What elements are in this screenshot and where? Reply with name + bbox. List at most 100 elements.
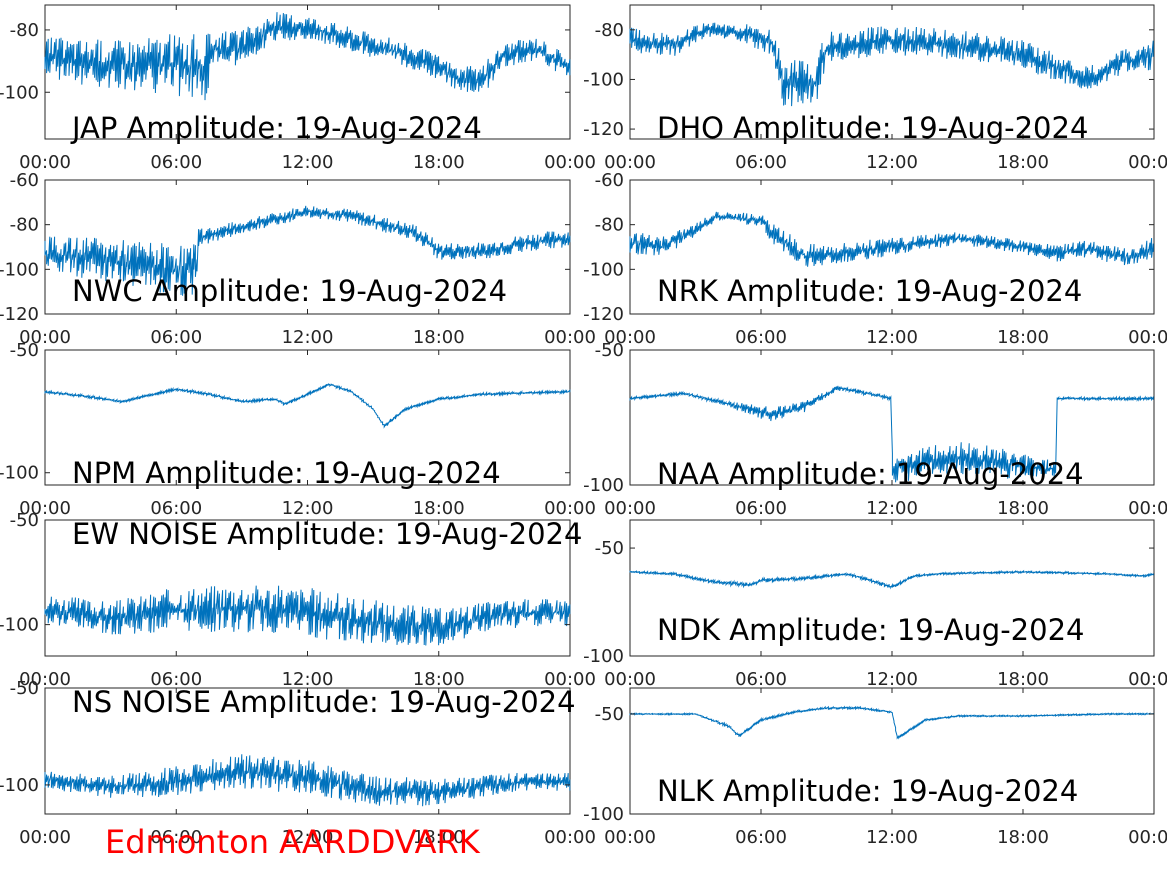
x-tick-label: 18:00: [997, 669, 1049, 690]
y-tick-label: -50: [10, 510, 39, 531]
x-tick-label: 06:00: [735, 498, 787, 519]
footer-label: Edmonton AARDDVARK: [105, 823, 481, 861]
panel-title: NLK Amplitude: 19-Aug-2024: [657, 774, 1078, 808]
y-tick-label: -50: [10, 678, 39, 699]
series-line: [629, 211, 1154, 267]
plot-frame: [629, 519, 1155, 657]
y-tick-label: -100: [0, 615, 39, 636]
x-tick-label: 18:00: [413, 327, 465, 348]
x-tick-label: 18:00: [997, 327, 1049, 348]
y-tick-label: -60: [595, 170, 624, 191]
plot-frame: [44, 349, 571, 486]
x-tick-label: 06:00: [150, 152, 202, 173]
series-line: [44, 585, 571, 646]
chart-panel: 00:00 06:00 12:00 18:00 00:00 -50 -100 NPM Ampl…: [0, 340, 596, 519]
x-tick-label: 12:00: [282, 327, 334, 348]
y-tick-label: -100: [583, 69, 624, 90]
y-tick-label: -80: [10, 20, 39, 41]
x-tick-label: 00:00: [544, 827, 596, 848]
panel-title: NRK Amplitude: 19-Aug-2024: [657, 274, 1082, 308]
series-line: [629, 22, 1154, 107]
x-tick-label: 00:00: [604, 498, 656, 519]
chart-panel: 00:00 06:00 12:00 18:00 00:00 -50 -100 NLK Ampl…: [583, 687, 1167, 848]
panel-title: NWC Amplitude: 19-Aug-2024: [72, 274, 507, 308]
x-tick-label: 18:00: [997, 152, 1049, 173]
series-line: [629, 705, 1154, 740]
x-tick-label: 06:00: [735, 327, 787, 348]
series-line: [44, 12, 571, 101]
x-tick-label: 00:00: [19, 498, 71, 519]
x-tick-label: 00:00: [1128, 827, 1167, 848]
chart-panel: 00:00 06:00 12:00 18:00 00:00 -50 -100 NS NOISE…: [0, 678, 596, 848]
y-tick-label: -60: [10, 170, 39, 191]
x-tick-label: 12:00: [282, 152, 334, 173]
x-tick-label: 00:00: [19, 327, 71, 348]
x-tick-label: 00:00: [19, 827, 71, 848]
chart-panel: 00:00 06:00 12:00 18:00 00:00 -60 -80 -100 -120 N…: [583, 170, 1167, 348]
x-tick-label: 12:00: [866, 669, 918, 690]
chart-panel: 00:00 06:00 12:00 18:00 00:00 -80 -100 -120 DHO …: [583, 4, 1167, 173]
x-tick-label: 00:00: [19, 669, 71, 690]
panel-title: JAP Amplitude: 19-Aug-2024: [70, 111, 482, 145]
y-tick-label: -100: [583, 646, 624, 667]
x-tick-label: 18:00: [413, 827, 465, 848]
x-tick-label: 18:00: [413, 498, 465, 519]
chart-panel: 00:00 06:00 12:00 18:00 00:00 -50 -100 NDK Ampl…: [583, 519, 1167, 690]
x-tick-label: 06:00: [150, 498, 202, 519]
chart-panel: 00:00 06:00 12:00 18:00 00:00 -50 -100 EW NOISE…: [0, 510, 596, 690]
y-tick-label: -80: [595, 215, 624, 236]
y-tick-label: -100: [0, 259, 39, 280]
x-tick-label: 00:00: [1128, 669, 1167, 690]
x-tick-label: 00:00: [604, 827, 656, 848]
x-tick-label: 12:00: [282, 498, 334, 519]
x-tick-label: 00:00: [1128, 327, 1167, 348]
x-tick-label: 00:00: [604, 669, 656, 690]
y-tick-label: -100: [583, 475, 624, 496]
series-line: [44, 754, 571, 807]
y-tick-label: -100: [0, 82, 39, 103]
x-tick-label: 00:00: [544, 152, 596, 173]
x-tick-label: 06:00: [735, 827, 787, 848]
x-tick-label: 12:00: [866, 827, 918, 848]
x-tick-label: 12:00: [866, 498, 918, 519]
series-line: [629, 569, 1154, 590]
y-tick-label: -80: [10, 215, 39, 236]
panel-title: NPM Amplitude: 19-Aug-2024: [72, 456, 501, 490]
x-tick-label: 18:00: [413, 152, 465, 173]
x-tick-label: 06:00: [150, 327, 202, 348]
x-tick-label: 18:00: [413, 669, 465, 690]
chart-panel: 00:00 06:00 12:00 18:00 00:00 -80 -100 JAP Ampl…: [0, 4, 596, 173]
y-tick-label: -120: [583, 304, 624, 325]
panel-title: EW NOISE Amplitude: 19-Aug-2024: [72, 517, 582, 551]
y-tick-label: -50: [595, 704, 624, 725]
x-tick-label: 18:00: [997, 498, 1049, 519]
y-tick-label: -100: [583, 804, 624, 825]
x-tick-label: 00:00: [544, 327, 596, 348]
x-tick-label: 00:00: [1128, 498, 1167, 519]
chart-panel: 00:00 06:00 12:00 18:00 00:00 -50 -100 NAA Ampl…: [583, 340, 1167, 519]
x-tick-label: 00:00: [544, 669, 596, 690]
y-tick-label: -100: [583, 259, 624, 280]
panels: 00:00 06:00 12:00 18:00 00:00 -80 -100 JAP Ampl…: [0, 4, 1167, 848]
y-tick-label: -50: [10, 340, 39, 361]
x-tick-label: 00:00: [19, 152, 71, 173]
y-tick-label: -120: [583, 119, 624, 140]
plot-frame: [629, 687, 1155, 815]
series-line: [629, 385, 1154, 483]
panel-title: DHO Amplitude: 19-Aug-2024: [657, 111, 1088, 145]
y-tick-label: -100: [0, 775, 39, 796]
x-tick-label: 12:00: [282, 669, 334, 690]
y-tick-label: -100: [0, 463, 39, 484]
y-tick-label: -120: [0, 304, 39, 325]
x-tick-label: 12:00: [282, 827, 334, 848]
y-tick-label: -50: [595, 340, 624, 361]
panel-title: NS NOISE Amplitude: 19-Aug-2024: [72, 685, 576, 719]
x-tick-label: 00:00: [604, 327, 656, 348]
x-tick-label: 00:00: [1128, 152, 1167, 173]
y-tick-label: -80: [595, 20, 624, 41]
x-tick-label: 06:00: [150, 669, 202, 690]
panel-title: NDK Amplitude: 19-Aug-2024: [657, 613, 1084, 647]
x-tick-label: 12:00: [866, 327, 918, 348]
x-tick-label: 18:00: [997, 827, 1049, 848]
